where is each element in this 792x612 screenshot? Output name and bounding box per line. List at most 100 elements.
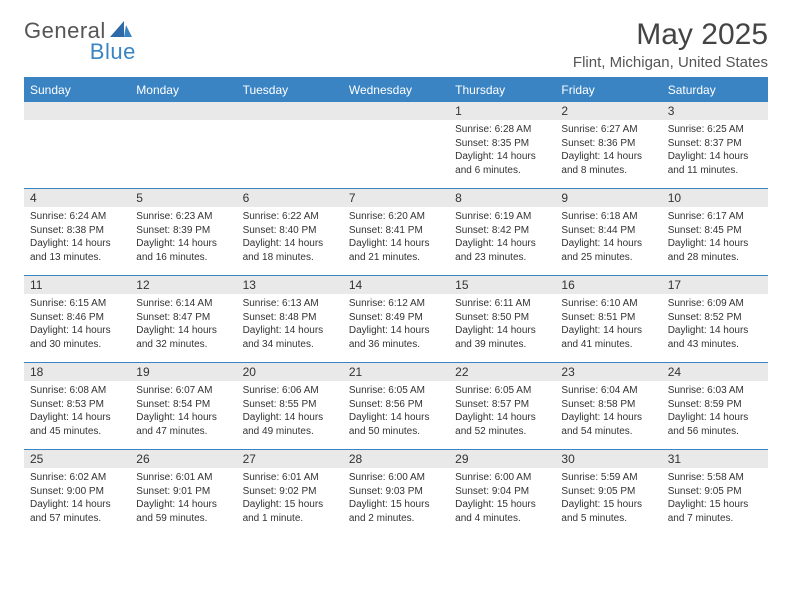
- day-number-bar: 11: [24, 276, 130, 294]
- day-sunset: Sunset: 8:41 PM: [349, 224, 443, 238]
- day-sunset: Sunset: 8:35 PM: [455, 137, 549, 151]
- day-sunrise: Sunrise: 6:01 AM: [243, 471, 337, 485]
- day-body: Sunrise: 6:19 AMSunset: 8:42 PMDaylight:…: [449, 207, 555, 268]
- calendar-day: 7Sunrise: 6:20 AMSunset: 8:41 PMDaylight…: [343, 189, 449, 275]
- day-number: 17: [668, 278, 681, 292]
- day-number-bar: 25: [24, 450, 130, 468]
- day-sunrise: Sunrise: 6:19 AM: [455, 210, 549, 224]
- day-sunset: Sunset: 9:02 PM: [243, 485, 337, 499]
- dow-thursday: Thursday: [449, 79, 555, 102]
- day-daylight1: Daylight: 14 hours: [136, 411, 230, 425]
- day-daylight2: and 30 minutes.: [30, 338, 124, 352]
- calendar-day: 4 Sunrise: 6:24 AMSunset: 8:38 PMDaylight…: [24, 189, 130, 275]
- calendar-day: 26 Sunrise: 6:01 AMSunset: 9:01 PMDayligh…: [130, 450, 236, 536]
- day-number-bar: 29: [449, 450, 555, 468]
- day-body: Sunrise: 6:01 AMSunset: 9:01 PMDaylight:…: [130, 468, 236, 529]
- calendar-day: [130, 102, 236, 188]
- calendar-day: 3 Sunrise: 6:25 AMSunset: 8:37 PMDaylight…: [662, 102, 768, 188]
- calendar-day: 23Sunrise: 6:04 AMSunset: 8:58 PMDayligh…: [555, 363, 661, 449]
- day-daylight2: and 2 minutes.: [349, 512, 443, 526]
- day-daylight2: and 13 minutes.: [30, 251, 124, 265]
- day-sunrise: Sunrise: 6:00 AM: [349, 471, 443, 485]
- day-body: Sunrise: 6:01 AMSunset: 9:02 PMDaylight:…: [237, 468, 343, 529]
- day-daylight1: Daylight: 15 hours: [243, 498, 337, 512]
- calendar-day: 9Sunrise: 6:18 AMSunset: 8:44 PMDaylight…: [555, 189, 661, 275]
- day-daylight1: Daylight: 15 hours: [668, 498, 762, 512]
- day-number-bar: 21: [343, 363, 449, 381]
- day-daylight2: and 6 minutes.: [455, 164, 549, 178]
- day-daylight2: and 7 minutes.: [668, 512, 762, 526]
- calendar-day: 15Sunrise: 6:11 AMSunset: 8:50 PMDayligh…: [449, 276, 555, 362]
- calendar-day: 10Sunrise: 6:17 AMSunset: 8:45 PMDayligh…: [662, 189, 768, 275]
- day-daylight1: Daylight: 14 hours: [30, 237, 124, 251]
- day-daylight1: Daylight: 14 hours: [136, 237, 230, 251]
- calendar-week: 11 Sunrise: 6:15 AMSunset: 8:46 PM Dayligh…: [24, 275, 768, 362]
- day-number: 4: [30, 191, 37, 205]
- day-sunrise: Sunrise: 6:10 AM: [561, 297, 655, 311]
- day-number-bar: 2: [555, 102, 661, 120]
- day-daylight1: Daylight: 14 hours: [243, 411, 337, 425]
- day-body: Sunrise: 6:24 AMSunset: 8:38 PMDaylight:…: [24, 207, 130, 268]
- day-sunset: Sunset: 9:01 PM: [136, 485, 230, 499]
- day-sunrise: Sunrise: 6:20 AM: [349, 210, 443, 224]
- day-body: Sunrise: 6:02 AMSunset: 9:00 PMDaylight:…: [24, 468, 130, 529]
- day-body: Sunrise: 6:25 AMSunset: 8:37 PMDaylight:…: [662, 120, 768, 181]
- day-sunset: Sunset: 8:55 PM: [243, 398, 337, 412]
- day-body: Sunrise: 6:00 AMSunset: 9:04 PMDaylight:…: [449, 468, 555, 529]
- day-number: 26: [136, 452, 149, 466]
- day-sunset: Sunset: 8:50 PM: [455, 311, 549, 325]
- day-sunset: Sunset: 9:05 PM: [668, 485, 762, 499]
- day-daylight2: and 23 minutes.: [455, 251, 549, 265]
- day-number-bar: 4: [24, 189, 130, 207]
- calendar-day: 11Sunrise: 6:15 AMSunset: 8:46 PMDayligh…: [24, 276, 130, 362]
- day-sunset: Sunset: 8:46 PM: [30, 311, 124, 325]
- day-body: Sunrise: 6:00 AMSunset: 9:03 PMDaylight:…: [343, 468, 449, 529]
- day-body: Sunrise: 6:10 AMSunset: 8:51 PMDaylight:…: [555, 294, 661, 355]
- day-sunrise: Sunrise: 6:15 AM: [30, 297, 124, 311]
- day-number-bar: 5: [130, 189, 236, 207]
- day-number-bar: 7: [343, 189, 449, 207]
- day-number: 23: [561, 365, 574, 379]
- day-daylight1: Daylight: 15 hours: [561, 498, 655, 512]
- day-number: 3: [668, 104, 675, 118]
- day-number-bar: [24, 102, 130, 120]
- day-sunrise: Sunrise: 6:08 AM: [30, 384, 124, 398]
- day-number: 24: [668, 365, 681, 379]
- day-daylight1: Daylight: 14 hours: [136, 324, 230, 338]
- calendar-day: 19Sunrise: 6:07 AMSunset: 8:54 PMDayligh…: [130, 363, 236, 449]
- day-sunrise: Sunrise: 6:27 AM: [561, 123, 655, 137]
- location-label: Flint, Michigan, United States: [573, 54, 768, 71]
- day-daylight2: and 5 minutes.: [561, 512, 655, 526]
- day-sunrise: Sunrise: 6:04 AM: [561, 384, 655, 398]
- day-of-week-row: Sunday Monday Tuesday Wednesday Thursday…: [24, 79, 768, 102]
- calendar-day: 29Sunrise: 6:00 AMSunset: 9:04 PMDayligh…: [449, 450, 555, 536]
- day-daylight1: Daylight: 14 hours: [136, 498, 230, 512]
- day-number: 7: [349, 191, 356, 205]
- day-number-bar: [237, 102, 343, 120]
- day-number: 25: [30, 452, 43, 466]
- day-body: Sunrise: 5:59 AMSunset: 9:05 PMDaylight:…: [555, 468, 661, 529]
- logo: General Blue: [24, 18, 134, 44]
- day-number-bar: 8: [449, 189, 555, 207]
- day-daylight1: Daylight: 14 hours: [561, 150, 655, 164]
- day-daylight2: and 34 minutes.: [243, 338, 337, 352]
- day-daylight2: and 25 minutes.: [561, 251, 655, 265]
- calendar-day: [24, 102, 130, 188]
- calendar-day: 13Sunrise: 6:13 AMSunset: 8:48 PMDayligh…: [237, 276, 343, 362]
- day-number: 16: [561, 278, 574, 292]
- day-daylight2: and 1 minute.: [243, 512, 337, 526]
- day-sunrise: Sunrise: 6:13 AM: [243, 297, 337, 311]
- calendar-day: 16 Sunrise: 6:10 AMSunset: 8:51 PMDayligh…: [555, 276, 661, 362]
- day-sunset: Sunset: 8:42 PM: [455, 224, 549, 238]
- title-block: May 2025 Flint, Michigan, United States: [573, 18, 768, 71]
- day-number-bar: 24: [662, 363, 768, 381]
- day-number: 20: [243, 365, 256, 379]
- day-sunset: Sunset: 8:58 PM: [561, 398, 655, 412]
- calendar-week: 1Sunrise: 6:28 AMSunset: 8:35 PMDaylight…: [24, 102, 768, 188]
- day-daylight2: and 18 minutes.: [243, 251, 337, 265]
- calendar-day: 14Sunrise: 6:12 AMSunset: 8:49 PMDayligh…: [343, 276, 449, 362]
- day-body: Sunrise: 6:09 AMSunset: 8:52 PMDaylight:…: [662, 294, 768, 355]
- day-number-bar: 26: [130, 450, 236, 468]
- day-number-bar: 28: [343, 450, 449, 468]
- day-sunset: Sunset: 8:51 PM: [561, 311, 655, 325]
